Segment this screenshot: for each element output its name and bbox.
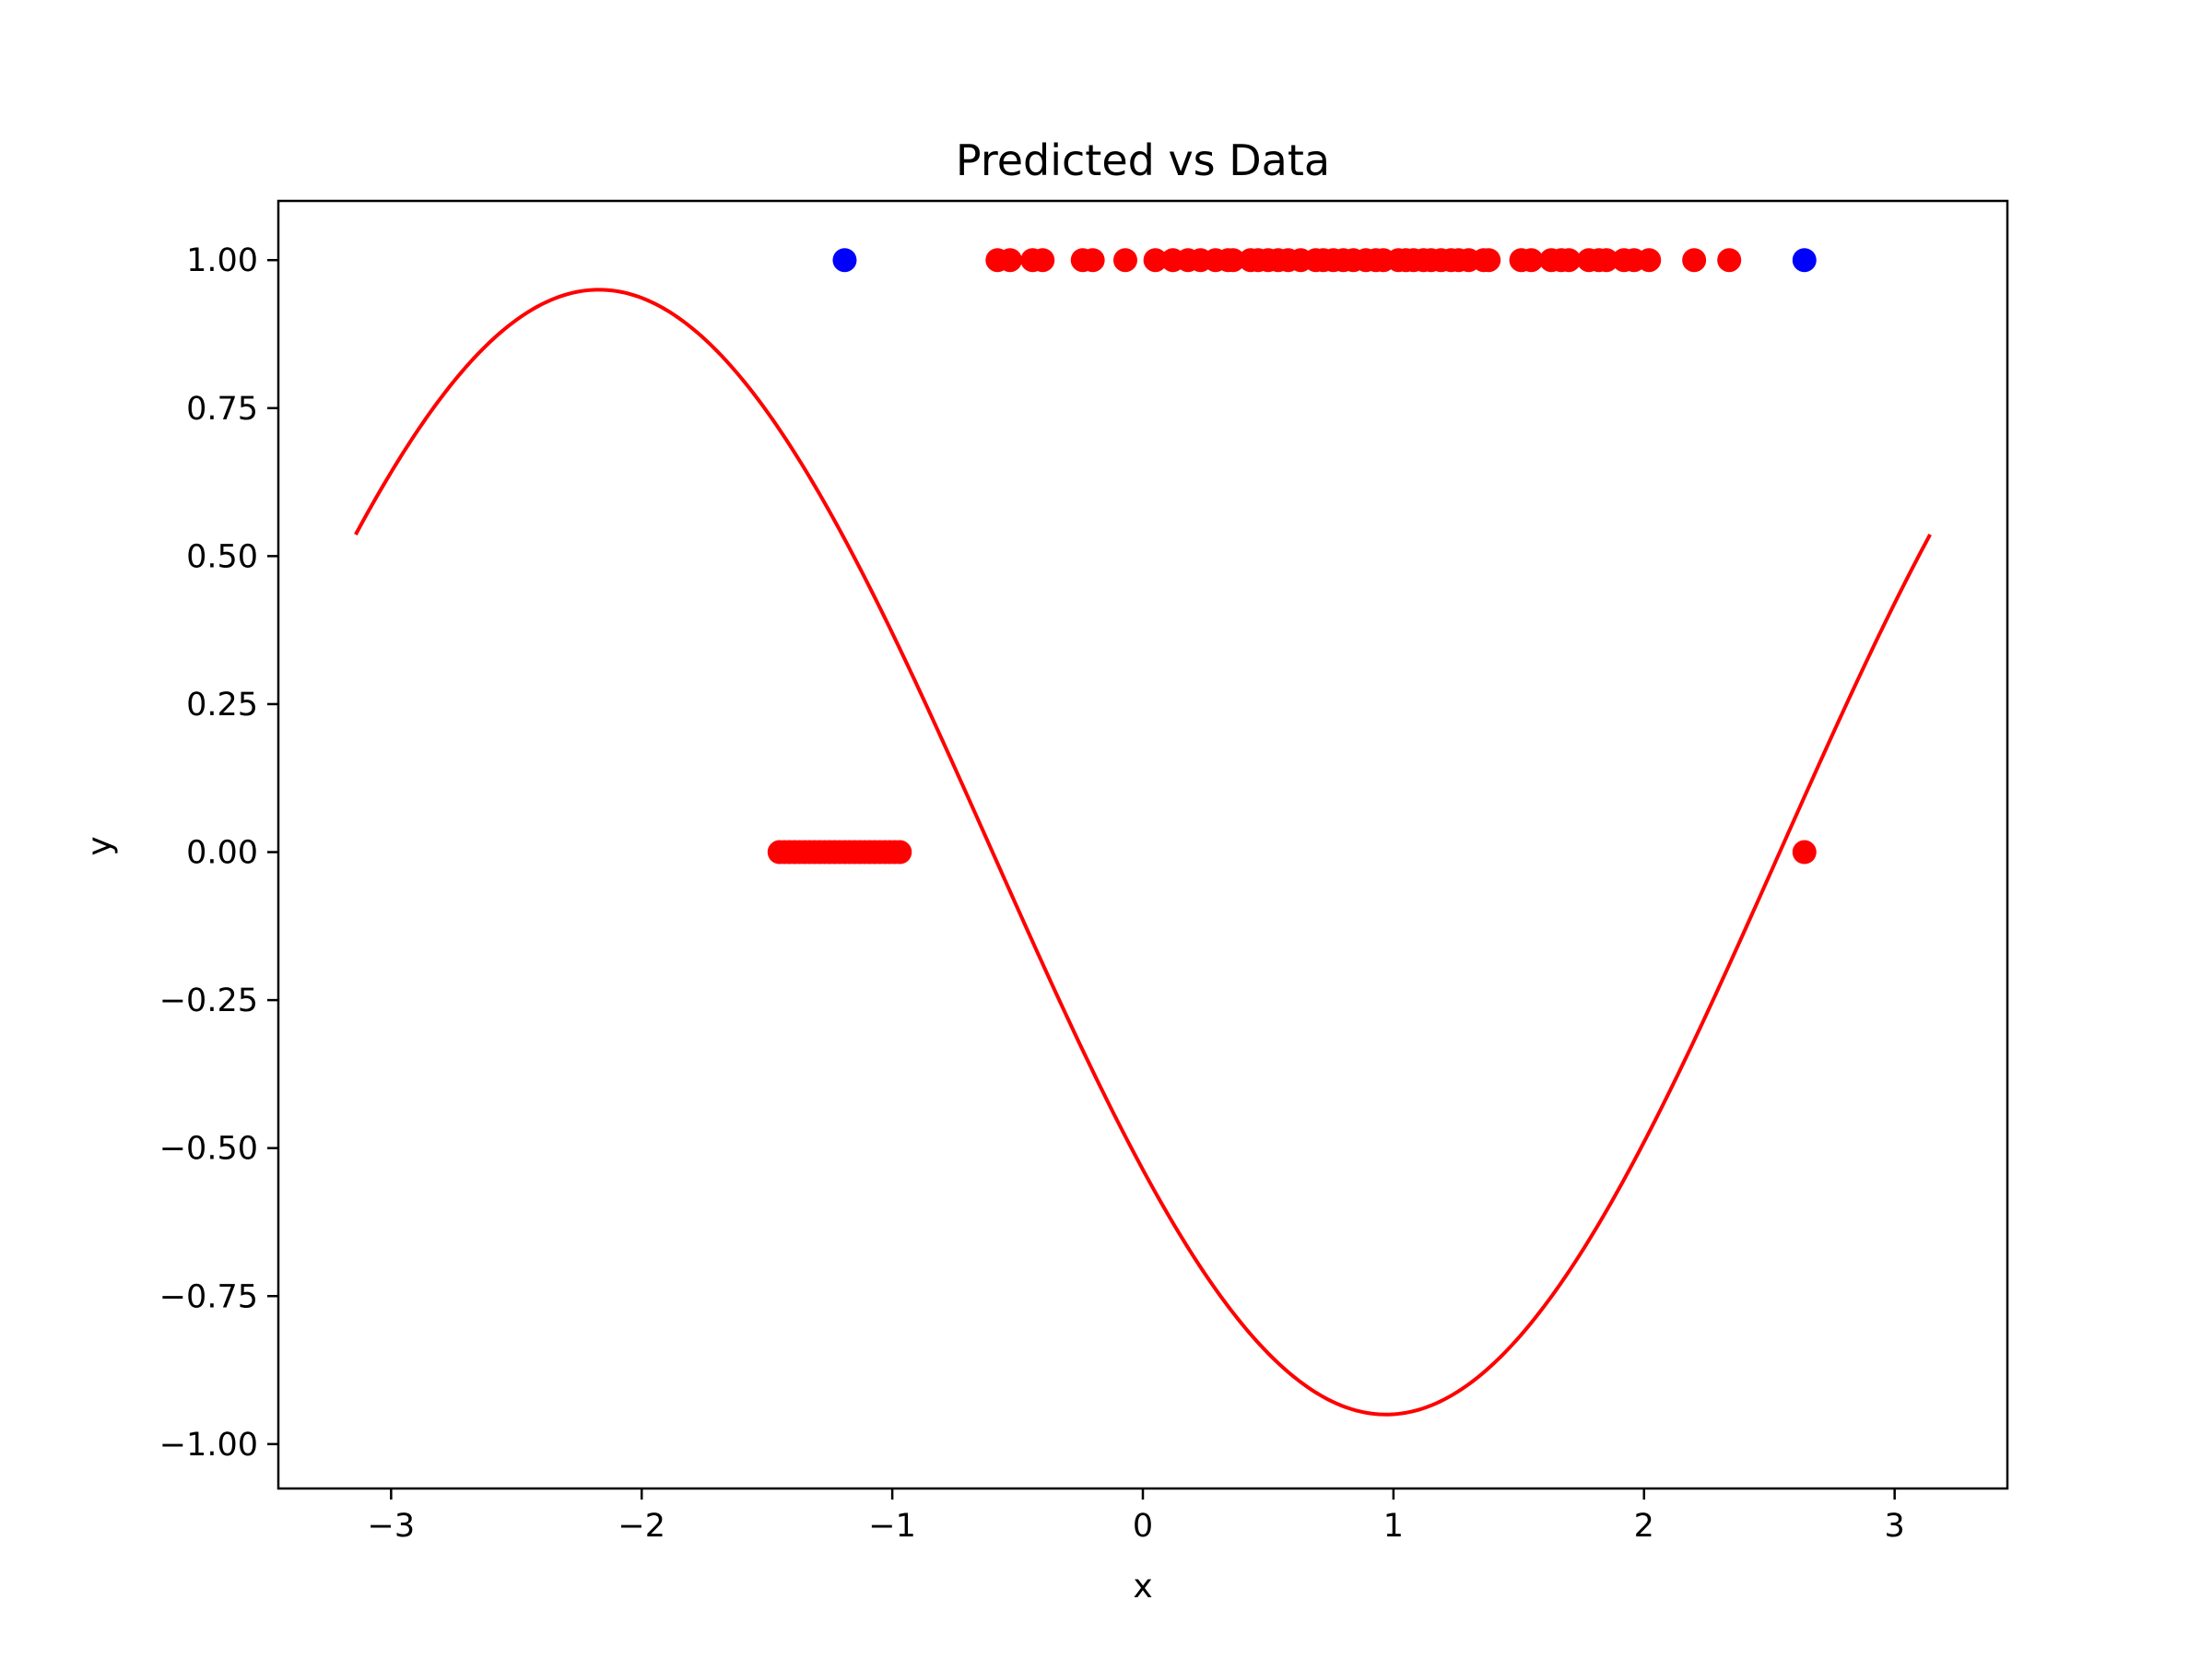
red-data-point xyxy=(1637,248,1662,273)
blue-data-point xyxy=(1792,248,1817,273)
x-tick-label: 3 xyxy=(1885,1508,1905,1545)
x-tick-label: −1 xyxy=(868,1508,916,1545)
y-tick-label: −0.75 xyxy=(159,1278,258,1315)
y-axis-label: y xyxy=(81,836,119,855)
red-data-point xyxy=(1477,248,1501,273)
red-data-point xyxy=(1717,248,1742,273)
red-data-point xyxy=(1682,248,1707,273)
red-data-point xyxy=(1557,248,1582,273)
x-tick-label: 1 xyxy=(1383,1508,1404,1545)
y-tick-label: 1.00 xyxy=(186,242,258,279)
prediction-curve xyxy=(354,288,1932,1417)
y-tick-label: 0.25 xyxy=(186,687,258,724)
red-data-point xyxy=(1143,248,1168,273)
red-data-point xyxy=(1519,248,1544,273)
x-tick-label: 0 xyxy=(1133,1508,1153,1545)
x-axis: −3 −2 −1 0 1 2 3 xyxy=(368,1488,1905,1545)
chart-title: Predicted vs Data xyxy=(956,135,1330,185)
red-data-point xyxy=(1220,248,1245,273)
y-tick-label: −1.00 xyxy=(159,1427,258,1464)
red-data-point xyxy=(997,248,1022,273)
red-data-point xyxy=(1030,248,1055,273)
red-data-point xyxy=(1080,248,1105,273)
y-tick-label: −0.50 xyxy=(159,1131,258,1168)
red-data-point xyxy=(1792,840,1817,865)
x-tick-label: −2 xyxy=(618,1508,665,1545)
blue-data-point xyxy=(832,248,857,273)
axes-frame xyxy=(276,199,2009,1490)
x-axis-label: x xyxy=(1133,1568,1152,1606)
y-axis: 1.00 0.75 0.50 0.25 0.00 −0.25 −0.50 −0.75 −1.00 xyxy=(159,242,278,1464)
red-data-point xyxy=(1112,248,1137,273)
x-tick-label: −3 xyxy=(368,1508,416,1545)
plot-area xyxy=(354,248,1932,1417)
y-tick-label: 0.75 xyxy=(186,391,258,428)
y-tick-label: 0.50 xyxy=(186,538,258,575)
red-data-point xyxy=(1594,248,1618,273)
y-tick-label: 0.00 xyxy=(186,835,258,872)
red-data-point xyxy=(888,840,912,865)
x-tick-label: 2 xyxy=(1634,1508,1654,1545)
y-tick-label: −0.25 xyxy=(159,982,258,1019)
